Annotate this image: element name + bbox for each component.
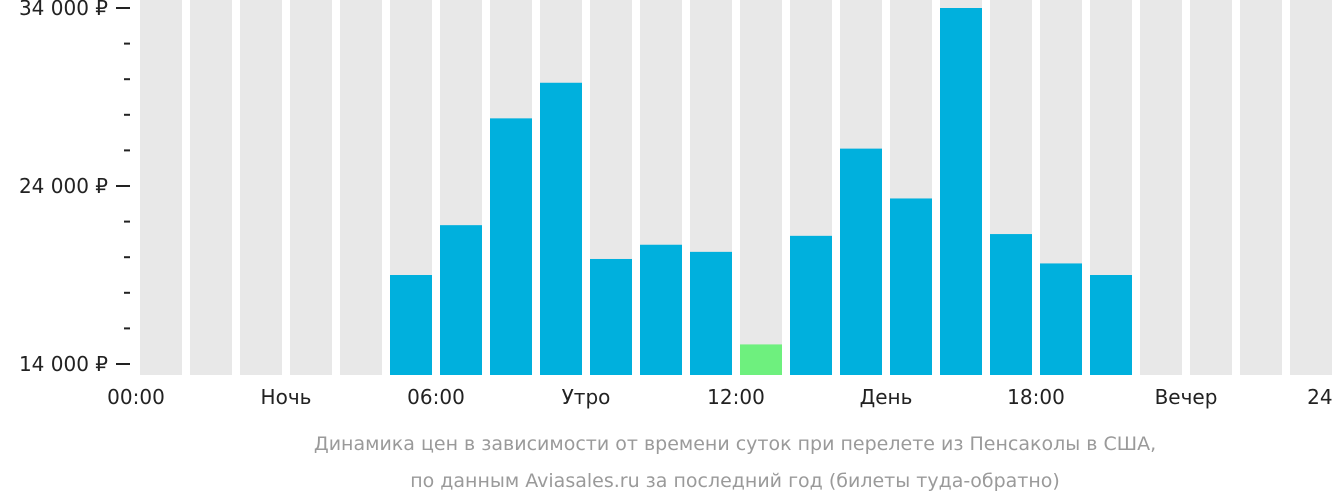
x-tick-label: Вечер — [1155, 385, 1218, 409]
bars-group — [140, 0, 1332, 376]
bar — [890, 198, 932, 375]
bar — [990, 234, 1032, 375]
y-tick-label: 24 000 ₽ — [19, 174, 108, 198]
bar — [640, 244, 682, 375]
bar — [790, 235, 832, 375]
bar — [1040, 263, 1082, 375]
bar-background — [240, 0, 282, 375]
bar — [740, 344, 782, 375]
bar-background — [1140, 0, 1182, 375]
x-tick-label: 06:00 — [407, 385, 465, 409]
bar — [490, 118, 532, 376]
bar-background — [1240, 0, 1282, 375]
y-tick-label: 14 000 ₽ — [19, 352, 108, 376]
bar-background — [190, 0, 232, 375]
bar-background — [1290, 0, 1332, 375]
bar-background — [340, 0, 382, 375]
y-tick-label: 34 000 ₽ — [19, 0, 108, 20]
bar — [690, 251, 732, 375]
caption-line-1: Динамика цен в зависимости от времени су… — [314, 433, 1156, 455]
bar — [440, 225, 482, 375]
x-tick-label: 12:00 — [707, 385, 765, 409]
caption-line-2: по данным Aviasales.ru за последний год … — [410, 470, 1060, 492]
bar-background — [140, 0, 182, 375]
bar — [540, 82, 582, 375]
x-tick-label: Ночь — [261, 385, 312, 409]
x-tick-label: Утро — [562, 385, 611, 409]
bar — [940, 8, 982, 375]
x-tick-label: 24:00 — [1307, 385, 1332, 409]
bar-background — [1190, 0, 1232, 375]
bar — [390, 275, 432, 375]
bar — [1090, 275, 1132, 375]
bar-background — [740, 0, 782, 375]
x-tick-label: 18:00 — [1007, 385, 1065, 409]
x-tick-label: 00:00 — [107, 385, 165, 409]
bar — [840, 148, 882, 375]
x-axis: 00:00 Ночь 06:00 Утро 12:00 День 18:00 Вечер 24:… — [107, 385, 1332, 409]
bar-background — [290, 0, 332, 375]
bar — [590, 258, 632, 375]
x-tick-label: День — [860, 385, 913, 409]
y-axis: 34 000 ₽ 24 000 ₽ 14 000 ₽ — [19, 0, 130, 376]
